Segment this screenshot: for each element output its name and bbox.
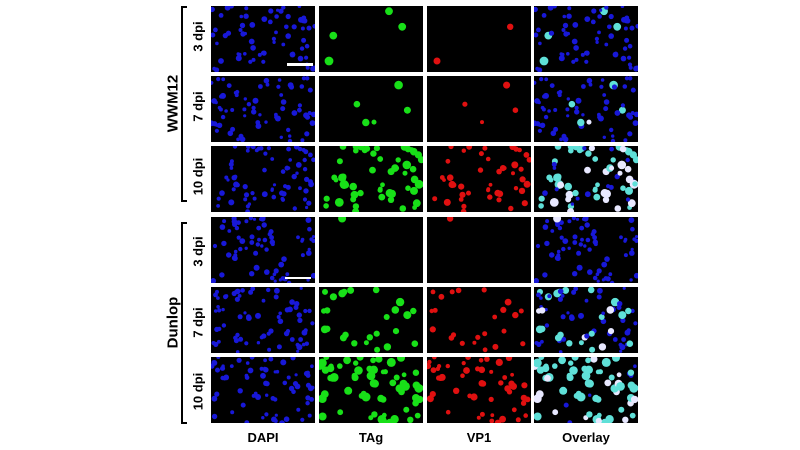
group-label-dunlop: Dunlop: [164, 296, 182, 349]
micrograph-panel-tag-row2: [319, 76, 423, 142]
micrograph-panel-dapi-row5: [211, 287, 315, 353]
micrograph-panel-overlay-row2: [534, 76, 638, 142]
row-label-wwm12-10dpi: 10 dpi: [190, 157, 206, 196]
micrograph-panel-overlay-row1: [534, 6, 638, 72]
column-label-vp1: VP1: [466, 430, 492, 445]
micrograph-panel-overlay-row6: [534, 357, 638, 423]
micrograph-panel-vp1-row3: [427, 146, 531, 212]
micrograph-panel-vp1-row5: [427, 287, 531, 353]
micrograph-panel-vp1-row4: [427, 217, 531, 283]
row-label-dunlop-10dpi: 10 dpi: [190, 372, 206, 411]
micrograph-panel-dapi-row3: [211, 146, 315, 212]
column-label-tag: TAg: [358, 430, 384, 445]
micrograph-panel-tag-row5: [319, 287, 423, 353]
micrograph-panel-overlay-row4: [534, 217, 638, 283]
wwm12-group-bracket: [181, 6, 187, 202]
micrograph-panel-vp1-row6: [427, 357, 531, 423]
row-label-dunlop-7dpi: 7 dpi: [190, 307, 206, 338]
row-label-wwm12-7dpi: 7 dpi: [190, 91, 206, 122]
micrograph-panel-overlay-row5: [534, 287, 638, 353]
column-label-overlay: Overlay: [562, 430, 610, 445]
scale-bar-wwm12: [287, 63, 313, 66]
dunlop-group-bracket: [181, 222, 187, 424]
micrograph-panel-dapi-row4: [211, 217, 315, 283]
micrograph-panel-tag-row1: [319, 6, 423, 72]
group-label-wwm12: WWM12: [164, 74, 182, 133]
micrograph-panel-tag-row6: [319, 357, 423, 423]
row-label-dunlop-3dpi: 3 dpi: [190, 236, 206, 267]
micrograph-panel-tag-row4: [319, 217, 423, 283]
row-label-wwm12-3dpi: 3 dpi: [190, 21, 206, 52]
micrograph-panel-tag-row3: [319, 146, 423, 212]
micrograph-panel-vp1-row1: [427, 6, 531, 72]
micrograph-panel-overlay-row3: [534, 146, 638, 212]
column-label-dapi: DAPI: [247, 430, 279, 445]
micrograph-panel-dapi-row1: [211, 6, 315, 72]
micrograph-panel-dapi-row2: [211, 76, 315, 142]
micrograph-panel-dapi-row6: [211, 357, 315, 423]
micrograph-panel-vp1-row2: [427, 76, 531, 142]
scale-bar-dunlop: [285, 277, 311, 279]
